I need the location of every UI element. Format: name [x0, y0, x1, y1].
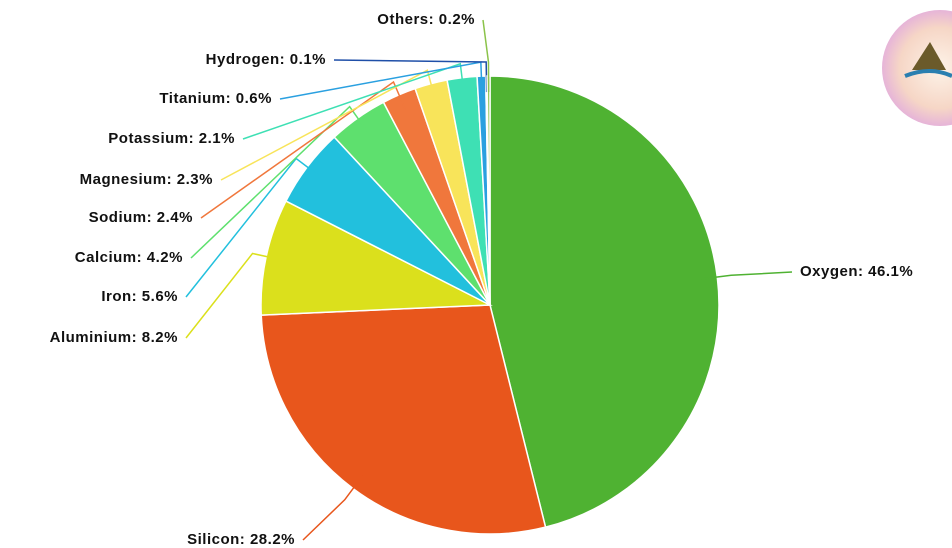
leader-line: [302, 475, 364, 541]
leader-line: [242, 62, 465, 140]
leader-line: [185, 252, 283, 339]
leader-line: [482, 19, 490, 93]
leader-line: [220, 69, 436, 181]
slice-label: Oxygen: 46.1%: [800, 263, 913, 280]
leader-line: [200, 80, 407, 219]
slice-label: Aluminium: 8.2%: [50, 329, 178, 346]
leader-line: [190, 105, 368, 259]
slice-label: Sodium: 2.4%: [89, 209, 193, 226]
leader-line: [701, 271, 793, 280]
slice-label: Magnesium: 2.3%: [80, 171, 213, 188]
slice-label: Potassium: 2.1%: [108, 130, 235, 147]
slice-label: Iron: 5.6%: [101, 288, 178, 305]
slice-label: Silicon: 28.2%: [187, 531, 295, 548]
slice-label: Hydrogen: 0.1%: [206, 51, 326, 68]
slice-label: Titanium: 0.6%: [159, 90, 272, 107]
slice-label: Others: 0.2%: [377, 11, 475, 28]
logo: [882, 10, 952, 126]
slice-label: Calcium: 4.2%: [75, 249, 183, 266]
